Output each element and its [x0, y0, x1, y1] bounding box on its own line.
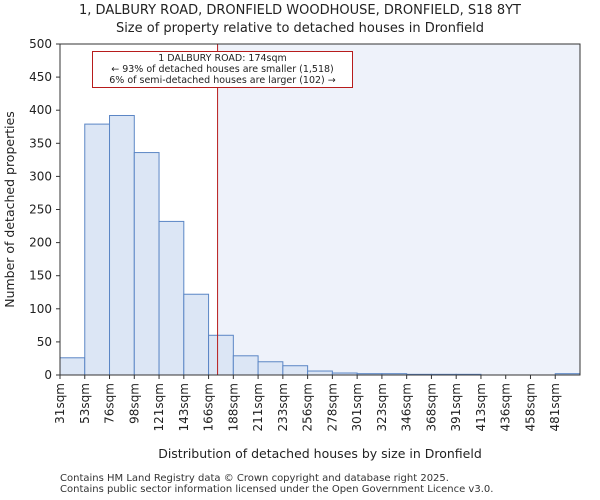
footer-line-1: Contains HM Land Registry data © Crown c…	[60, 473, 449, 484]
x-tick-label: 121sqm	[152, 383, 166, 431]
x-tick-label: 211sqm	[251, 383, 265, 431]
histogram-bar	[282, 365, 309, 376]
y-tick-label: 400	[29, 103, 52, 117]
x-tick-label: 76sqm	[103, 383, 117, 424]
x-tick-label: 53sqm	[78, 383, 92, 424]
histogram-bar	[307, 370, 333, 376]
histogram-bar	[84, 123, 111, 376]
histogram-bar	[59, 357, 86, 376]
annotation-line-1: 1 DALBURY ROAD: 174sqm	[158, 53, 287, 64]
x-tick-label: 98sqm	[127, 383, 141, 424]
y-tick-label: 200	[29, 236, 52, 250]
title-line-2: Size of property relative to detached ho…	[115, 21, 485, 36]
x-tick-label: 368sqm	[424, 383, 438, 431]
annotation-line-2: ← 93% of detached houses are smaller (1,…	[111, 64, 334, 75]
x-tick-label: 458sqm	[523, 383, 537, 431]
y-tick-label: 500	[29, 37, 52, 51]
y-tick-label: 100	[29, 302, 52, 316]
y-tick-label: 0	[44, 368, 52, 382]
attribution-footer: Contains HM Land Registry data © Crown c…	[60, 473, 493, 495]
x-tick-label: 278sqm	[325, 383, 339, 431]
x-tick-label: 31sqm	[53, 383, 67, 424]
property-annotation: 1 DALBURY ROAD: 174sqm ← 93% of detached…	[92, 51, 353, 88]
y-axis-label: Number of detached properties	[2, 111, 17, 308]
histogram-bar	[183, 293, 210, 376]
y-tick-label: 250	[29, 203, 52, 217]
y-tick-label: 150	[29, 269, 52, 283]
histogram-bar	[158, 220, 185, 376]
x-axis-label: Distribution of detached houses by size …	[158, 446, 482, 461]
x-tick-label: 256sqm	[301, 383, 315, 431]
x-tick-label: 166sqm	[202, 383, 216, 431]
x-tick-label: 233sqm	[276, 383, 290, 431]
y-tick-label: 50	[37, 335, 52, 349]
x-tick-label: 323sqm	[375, 383, 389, 431]
histogram-bar	[133, 152, 160, 376]
x-tick-label: 346sqm	[400, 383, 414, 431]
annotation-line-3: 6% of semi-detached houses are larger (1…	[109, 75, 336, 86]
title-line-1: 1, DALBURY ROAD, DRONFIELD WOODHOUSE, DR…	[79, 3, 521, 18]
x-tick-label: 481sqm	[548, 383, 562, 431]
y-tick-label: 450	[29, 70, 52, 84]
histogram-bar	[109, 114, 135, 376]
chart-title: 1, DALBURY ROAD, DRONFIELD WOODHOUSE, DR…	[0, 2, 600, 38]
x-tick-label: 301sqm	[350, 383, 364, 431]
x-tick-label: 188sqm	[226, 383, 240, 431]
x-tick-label: 436sqm	[499, 383, 513, 431]
larger-region-shade	[217, 44, 581, 375]
histogram-bar	[208, 334, 234, 376]
footer-line-2: Contains public sector information licen…	[60, 484, 494, 495]
y-tick-label: 300	[29, 169, 52, 183]
histogram-bar	[257, 361, 284, 376]
x-tick-label: 413sqm	[474, 383, 488, 431]
x-tick-label: 391sqm	[449, 383, 463, 431]
y-tick-label: 350	[29, 136, 52, 150]
x-tick-label: 143sqm	[177, 383, 191, 431]
histogram-bar	[232, 355, 259, 376]
